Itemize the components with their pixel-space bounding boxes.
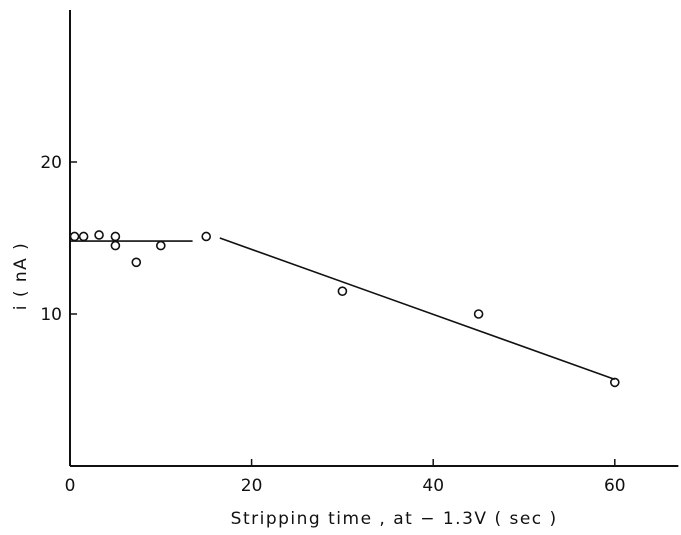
data-point <box>110 231 121 242</box>
fit-lines <box>70 237 616 381</box>
data-point <box>156 240 166 251</box>
data-point <box>609 377 620 388</box>
data-point <box>110 240 121 251</box>
x-tick-label: 0 <box>65 476 76 496</box>
data-point <box>78 231 89 242</box>
ticks: 0 20 40 60 10 20 <box>40 153 625 496</box>
x-tick-label: 40 <box>422 476 444 496</box>
data-point <box>337 286 348 297</box>
data-point <box>201 231 211 242</box>
data-point <box>69 231 80 242</box>
data-points <box>69 230 620 388</box>
x-tick-label: 20 <box>241 476 263 496</box>
x-axis-label: Stripping time , at − 1.3V ( sec ) <box>231 509 558 529</box>
data-point <box>94 230 104 240</box>
data-point <box>131 257 142 268</box>
y-tick-label: 20 <box>40 153 62 173</box>
y-tick-label: 10 <box>40 305 62 325</box>
axes <box>69 10 679 467</box>
data-point <box>473 309 484 319</box>
y-axis-label: i ( nA ) <box>11 242 31 311</box>
fit-line <box>219 237 616 381</box>
x-tick-label: 60 <box>604 476 626 496</box>
